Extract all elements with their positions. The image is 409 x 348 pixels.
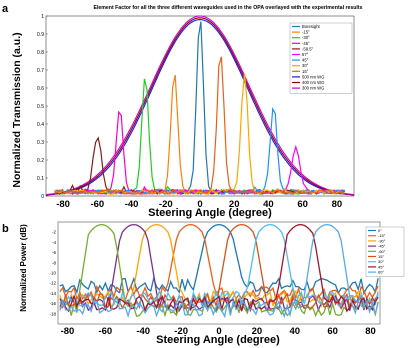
envelope-line bbox=[45, 15, 355, 196]
legend-entry: -30° bbox=[302, 35, 310, 40]
legend-entry: Boresight bbox=[302, 24, 321, 29]
panel-b-x-ticks: -80 -60 -40 -20 0 20 40 60 80 bbox=[61, 326, 376, 337]
panel-a-legend: Boresight-15°-30°-45°-58.5°57°45°30°15°5… bbox=[289, 22, 353, 94]
legend-entry: -15° bbox=[378, 233, 386, 238]
y-tick-label: 0.9 bbox=[37, 32, 44, 38]
panel-b-legend: 0°-15°-30°-45°-60°15°30°45°60° bbox=[365, 226, 405, 277]
legend-entry: -45° bbox=[378, 244, 386, 249]
panel-a-letter: a bbox=[2, 3, 9, 15]
y-tick-label: -14 bbox=[49, 291, 56, 296]
panel-b-xlabel: Steering Angle (degree) bbox=[156, 334, 280, 346]
legend-entry: 57° bbox=[302, 52, 309, 57]
panel-a-ylabel: Normalized Transmission (a.u.) bbox=[11, 32, 23, 187]
steering-line bbox=[59, 223, 379, 314]
y-tick-label: 0.2 bbox=[37, 158, 44, 164]
legend-entry: -15° bbox=[302, 30, 310, 35]
legend-entry: 30° bbox=[302, 63, 309, 68]
panel-a-xlabel: Steering Angle (degree) bbox=[148, 207, 272, 219]
x-tick-label: 20 bbox=[252, 326, 263, 337]
x-tick-label: -20 bbox=[174, 326, 188, 337]
y-tick-label: 0.6 bbox=[37, 86, 44, 92]
y-tick-label: -8 bbox=[52, 260, 56, 265]
steering-line bbox=[59, 223, 379, 319]
steering-line bbox=[54, 136, 345, 196]
x-tick-label: -60 bbox=[98, 326, 112, 337]
x-tick-label: 20 bbox=[229, 199, 240, 210]
legend-entry: 300 nm WG bbox=[302, 86, 324, 91]
steering-line bbox=[54, 144, 346, 195]
y-tick-label: -6 bbox=[52, 250, 56, 255]
legend-entry: 45° bbox=[302, 58, 309, 63]
y-tick-label: 0 bbox=[41, 194, 44, 200]
x-tick-label: 60 bbox=[297, 199, 308, 210]
legend-entry: 30° bbox=[378, 259, 384, 264]
legend-entry: 400 nm WG bbox=[302, 80, 324, 85]
steering-line bbox=[59, 223, 379, 313]
x-tick-label: 40 bbox=[289, 326, 300, 337]
y-tick-label: -2 bbox=[52, 230, 56, 235]
y-tick-label: 0.4 bbox=[37, 122, 44, 128]
y-tick-label: 0.7 bbox=[37, 68, 44, 74]
steering-line bbox=[54, 73, 345, 196]
panel-b: b -2 -4 -6 -8 -10 -12 -14 -16 -18 -80 -60 -40 -20 0 2… bbox=[2, 221, 405, 346]
x-tick-label: -40 bbox=[125, 199, 139, 210]
steering-line bbox=[59, 223, 379, 296]
legend-entry: 15° bbox=[378, 254, 384, 259]
panel-a-title: Element Factor for all the three differe… bbox=[94, 5, 363, 11]
legend-box bbox=[289, 22, 353, 94]
panel-b-ylabel: Normalized Power (dB) bbox=[19, 224, 28, 312]
panel-b-y-ticks: -2 -4 -6 -8 -10 -12 -14 -16 -18 bbox=[49, 230, 56, 317]
y-tick-label: 0.3 bbox=[37, 140, 44, 146]
panel-a-y-ticks: 0 0.1 0.2 0.3 0.4 0.5 0.6 0.7 0.8 0.9 1 bbox=[37, 14, 48, 200]
x-tick-label: 40 bbox=[263, 199, 274, 210]
y-tick-label: 1 bbox=[41, 14, 44, 20]
legend-entry: 60° bbox=[378, 270, 384, 275]
x-tick-label: -60 bbox=[90, 199, 104, 210]
x-tick-label: -20 bbox=[159, 199, 173, 210]
x-tick-label: 0 bbox=[197, 199, 202, 210]
y-tick-label: -18 bbox=[49, 311, 56, 316]
x-tick-label: -80 bbox=[56, 199, 70, 210]
x-tick-label: 0 bbox=[216, 326, 221, 337]
y-tick-label: 0.5 bbox=[37, 104, 44, 110]
y-tick-label: -10 bbox=[49, 271, 56, 276]
x-tick-label: 80 bbox=[332, 199, 343, 210]
legend-entry: 15° bbox=[302, 69, 309, 74]
panel-a-curves bbox=[45, 15, 355, 196]
panel-b-letter: b bbox=[2, 223, 9, 235]
legend-entry: 0° bbox=[378, 228, 382, 233]
x-tick-label: 80 bbox=[365, 326, 376, 337]
x-tick-label: 60 bbox=[327, 326, 338, 337]
y-tick-label: -16 bbox=[49, 301, 56, 306]
legend-entry: -58.5° bbox=[302, 46, 314, 51]
envelope-line bbox=[45, 17, 355, 196]
y-tick-label: 0.1 bbox=[37, 176, 44, 182]
steering-line bbox=[54, 106, 345, 196]
steering-line bbox=[54, 110, 345, 196]
y-tick-label: 0.8 bbox=[37, 50, 44, 56]
steering-line bbox=[59, 223, 379, 318]
panel-a: a Element Factor for all the three diffe… bbox=[2, 3, 363, 219]
y-tick-label: -4 bbox=[52, 240, 56, 245]
panel-b-curves bbox=[59, 223, 379, 319]
legend-entry: 45° bbox=[378, 264, 384, 269]
y-tick-label: -12 bbox=[49, 281, 56, 286]
legend-entry: -30° bbox=[378, 238, 386, 243]
legend-entry: 500 nm WG bbox=[302, 74, 324, 79]
legend-entry: -60° bbox=[378, 249, 386, 254]
x-tick-label: -80 bbox=[61, 326, 75, 337]
panel-a-x-ticks: -80 -60 -40 -20 0 20 40 60 80 bbox=[56, 199, 342, 210]
legend-entry: -45° bbox=[302, 41, 310, 46]
x-tick-label: -40 bbox=[136, 326, 150, 337]
steering-line bbox=[54, 56, 345, 196]
